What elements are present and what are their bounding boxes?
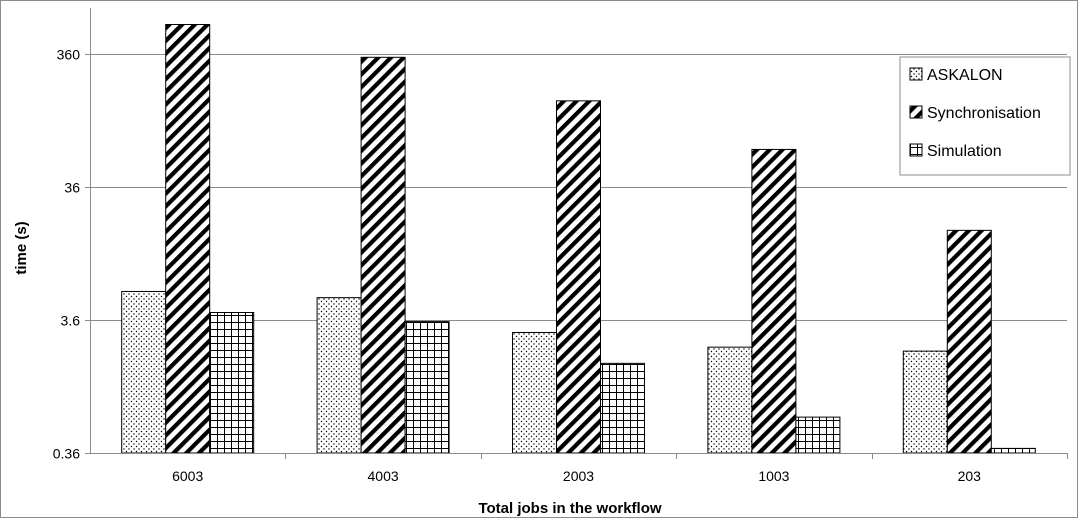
y-tick-label: 36 bbox=[64, 180, 80, 196]
bar-simulation-1003 bbox=[795, 416, 841, 454]
bar-simulation-6003 bbox=[209, 311, 255, 454]
legend-label-simulation: Simulation bbox=[927, 143, 1002, 160]
legend-swatch-synchronisation bbox=[909, 105, 923, 119]
bar-synchronisation-4003 bbox=[360, 56, 406, 454]
legend-swatch-simulation bbox=[909, 143, 923, 157]
bar-synchronisation-6003 bbox=[165, 23, 211, 454]
legend-box bbox=[899, 56, 1071, 176]
bar-askalon-1003 bbox=[707, 346, 753, 454]
bar-askalon-6003 bbox=[121, 290, 167, 454]
bar-simulation-2003 bbox=[600, 362, 645, 454]
x-tick-label: 6003 bbox=[172, 468, 203, 484]
bar-askalon-2003 bbox=[512, 331, 557, 454]
legend: ASKALON Synchronisation Simulation bbox=[899, 56, 1071, 176]
bar-synchronisation-203 bbox=[946, 229, 992, 454]
y-tick-label: 3.6 bbox=[61, 313, 81, 329]
x-tick-label: 4003 bbox=[368, 468, 399, 484]
x-axis-title: Total jobs in the workflow bbox=[478, 500, 661, 517]
axes: 0.36 3.6 36 360 6003 4003 2003 1003 203 bbox=[53, 8, 1068, 484]
bar-simulation-4003 bbox=[404, 321, 450, 454]
x-tick-label: 2003 bbox=[563, 468, 594, 484]
x-tick-label: 203 bbox=[958, 468, 982, 484]
bar-askalon-4003 bbox=[316, 297, 362, 454]
bars bbox=[121, 23, 1036, 454]
bar-simulation-203 bbox=[990, 447, 1036, 454]
y-tick-label: 0.36 bbox=[53, 446, 80, 462]
legend-label-askalon: ASKALON bbox=[927, 67, 1003, 84]
y-tick-label: 360 bbox=[57, 47, 81, 63]
bar-askalon-203 bbox=[902, 350, 948, 454]
bar-synchronisation-2003 bbox=[556, 100, 601, 454]
legend-swatch-askalon bbox=[909, 67, 923, 81]
bar-synchronisation-1003 bbox=[751, 148, 797, 454]
y-axis-title: time (s) bbox=[13, 221, 30, 274]
legend-label-synchronisation: Synchronisation bbox=[927, 105, 1041, 122]
x-tick-label: 1003 bbox=[758, 468, 789, 484]
